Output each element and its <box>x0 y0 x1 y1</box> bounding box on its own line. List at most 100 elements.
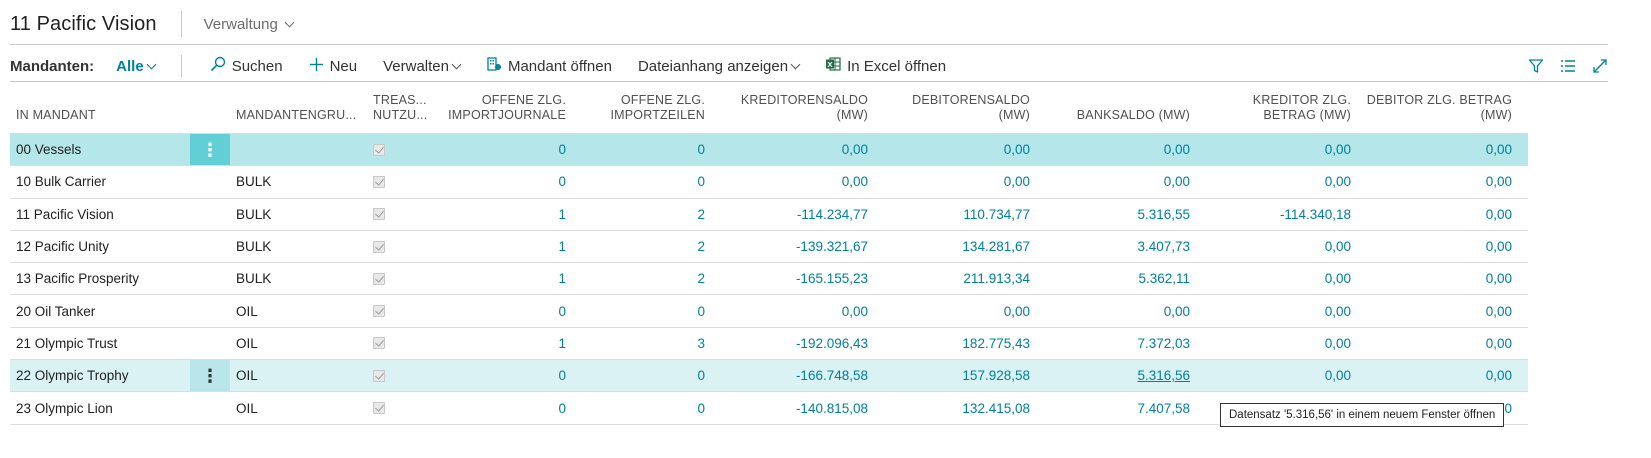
col-header-vendor-payment[interactable]: KREDITOR ZLG. BETRAG (MW) <box>1252 93 1351 122</box>
verwaltung-menu[interactable]: Verwaltung <box>204 16 295 33</box>
vendor-payment-cell[interactable]: 0,00 <box>1324 239 1351 255</box>
table-row[interactable]: 11 Pacific Vision BULK 1 2 -114.234,77 110.73… <box>10 199 1528 231</box>
open-lines-cell[interactable]: 0 <box>697 368 705 384</box>
col-header-customer-payment[interactable]: DEBITOR ZLG. BETRAG (MW) <box>1366 93 1512 122</box>
view-filter-dropdown[interactable]: Alle <box>116 58 157 75</box>
customer-balance-cell[interactable]: 110.734,77 <box>963 206 1030 222</box>
customer-payment-cell[interactable]: 0,00 <box>1485 271 1512 287</box>
manage-menu[interactable]: Verwalten <box>383 58 462 75</box>
filter-icon[interactable] <box>1528 58 1544 74</box>
open-journals-cell[interactable]: 1 <box>558 206 566 222</box>
vendor-payment-cell[interactable]: -114.340,18 <box>1279 206 1351 222</box>
open-in-excel-button[interactable]: X In Excel öffnen <box>825 56 946 76</box>
company-name-cell[interactable]: 00 Vessels <box>16 142 82 158</box>
new-button[interactable]: Neu <box>309 57 357 76</box>
open-journals-cell[interactable]: 1 <box>558 335 566 351</box>
open-journals-cell[interactable]: 0 <box>558 400 566 416</box>
company-name-cell[interactable]: 12 Pacific Unity <box>16 239 110 255</box>
vendor-balance-cell[interactable]: -166.748,58 <box>795 368 868 384</box>
bank-balance-cell[interactable]: 0,00 <box>1163 174 1190 190</box>
col-header-vendor-balance[interactable]: KREDITORENSALDO (MW) <box>740 93 868 122</box>
open-lines-cell[interactable]: 2 <box>697 206 705 222</box>
table-row[interactable]: 21 Olympic Trust OIL 1 3 -192.096,43 182.775,… <box>10 328 1528 361</box>
bank-balance-cell[interactable]: 5.316,56 <box>1137 368 1190 384</box>
company-name-cell[interactable]: 21 Olympic Trust <box>16 335 118 351</box>
customer-balance-cell[interactable]: 132.415,08 <box>962 400 1030 416</box>
vendor-payment-cell[interactable]: 0,00 <box>1324 368 1351 384</box>
open-journals-cell[interactable]: 1 <box>558 271 566 287</box>
col-header-group[interactable]: MANDANTENGRU... <box>236 108 357 122</box>
customer-balance-cell[interactable]: 211.913,34 <box>963 271 1030 287</box>
open-journals-cell[interactable]: 1 <box>558 239 566 255</box>
open-lines-cell[interactable]: 3 <box>697 335 705 351</box>
vendor-balance-cell[interactable]: -192.096,43 <box>795 335 868 351</box>
vendor-balance-cell[interactable]: -140.815,08 <box>795 400 868 416</box>
customer-payment-cell[interactable]: 0,00 <box>1485 174 1512 190</box>
search-button[interactable]: Suchen <box>210 56 283 76</box>
attachment-menu[interactable]: Dateianhang anzeigen <box>638 58 801 75</box>
bank-balance-cell[interactable]: 0,00 <box>1163 303 1190 319</box>
col-header-customer-balance[interactable]: DEBITORENSALDO (MW) <box>912 93 1030 122</box>
open-lines-cell[interactable]: 0 <box>697 400 705 416</box>
customer-payment-cell[interactable]: 0,00 <box>1485 206 1512 222</box>
bank-balance-cell[interactable]: 7.372,03 <box>1137 335 1190 351</box>
open-journals-cell[interactable]: 0 <box>558 303 566 319</box>
vendor-balance-cell[interactable]: 0,00 <box>841 174 868 190</box>
customer-balance-cell[interactable]: 157.928,58 <box>962 368 1030 384</box>
open-journals-cell[interactable]: 0 <box>558 174 566 190</box>
col-header-treasury[interactable]: TREAS... NUTZU... <box>373 93 428 122</box>
open-lines-cell[interactable]: 0 <box>697 174 705 190</box>
vendor-payment-cell[interactable]: 0,00 <box>1324 335 1351 351</box>
customer-payment-cell[interactable]: 0,00 <box>1485 368 1512 384</box>
bank-balance-cell[interactable]: 5.362,11 <box>1138 271 1190 287</box>
open-journals-cell[interactable]: 0 <box>558 142 566 158</box>
company-name-cell[interactable]: 10 Bulk Carrier <box>16 174 107 190</box>
open-lines-cell[interactable]: 2 <box>697 271 705 287</box>
open-lines-cell[interactable]: 2 <box>697 239 705 255</box>
vendor-balance-cell[interactable]: 0,00 <box>841 142 868 158</box>
company-name-cell[interactable]: 22 Olympic Trophy <box>16 368 129 384</box>
row-actions-cell[interactable]: ⋮ <box>190 134 230 166</box>
vendor-balance-cell[interactable]: -114.234,77 <box>796 206 868 222</box>
bank-balance-cell[interactable]: 5.316,55 <box>1137 206 1190 222</box>
col-header-company[interactable]: IN MANDANT <box>16 108 96 122</box>
customer-payment-cell[interactable]: 0,00 <box>1485 335 1512 351</box>
vendor-balance-cell[interactable]: -139.321,67 <box>795 239 868 255</box>
expand-icon[interactable] <box>1592 58 1608 74</box>
customer-payment-cell[interactable]: 0,00 <box>1485 303 1512 319</box>
vendor-payment-cell[interactable]: 0,00 <box>1324 174 1351 190</box>
customer-payment-cell[interactable]: 0,00 <box>1485 142 1512 158</box>
company-name-cell[interactable]: 13 Pacific Prosperity <box>16 271 140 287</box>
bank-balance-cell[interactable]: 3.407,73 <box>1137 239 1190 255</box>
open-company-button[interactable]: Mandant öffnen <box>486 56 612 76</box>
table-row[interactable]: 13 Pacific Prosperity BULK 1 2 -165.155,23 21… <box>10 263 1528 296</box>
table-row[interactable]: 00 Vessels ⋮ 0 0 0,00 0,00 0,00 0,00 0,00 <box>10 134 1528 167</box>
vendor-payment-cell[interactable]: 0,00 <box>1324 142 1351 158</box>
customer-balance-cell[interactable]: 182.775,43 <box>962 335 1030 351</box>
vendor-balance-cell[interactable]: 0,00 <box>841 303 868 319</box>
row-actions-cell[interactable]: ⋮ <box>190 360 230 392</box>
table-row[interactable]: 10 Bulk Carrier BULK 0 0 0,00 0,00 0,00 0,00 0,0… <box>10 166 1528 199</box>
vendor-payment-cell[interactable]: 0,00 <box>1324 303 1351 319</box>
company-name-cell[interactable]: 11 Pacific Vision <box>16 206 114 222</box>
col-header-bank-balance[interactable]: BANKSALDO (MW) <box>1076 108 1190 122</box>
open-lines-cell[interactable]: 0 <box>697 303 705 319</box>
bank-balance-cell[interactable]: 7.407,58 <box>1137 400 1190 416</box>
open-journals-cell[interactable]: 0 <box>558 368 566 384</box>
table-row[interactable]: 22 Olympic Trophy ⋮ OIL 0 0 -166.748,58 157.92… <box>10 360 1528 393</box>
company-name-cell[interactable]: 23 Olympic Lion <box>16 400 113 416</box>
customer-balance-cell[interactable]: 134.281,67 <box>962 239 1030 255</box>
table-row[interactable]: 23 Olympic Lion OIL 0 0 -140.815,08 132.415,0… <box>10 392 1528 425</box>
company-name-cell[interactable]: 20 Oil Tanker <box>16 303 96 319</box>
open-lines-cell[interactable]: 0 <box>697 142 705 158</box>
table-row[interactable]: 20 Oil Tanker OIL 0 0 0,00 0,00 0,00 0,00 0,00 <box>10 295 1528 328</box>
table-row[interactable]: 12 Pacific Unity BULK 1 2 -139.321,67 134.281… <box>10 231 1528 264</box>
col-header-open-journals[interactable]: OFFENE ZLG. IMPORTJOURNALE <box>448 93 566 122</box>
col-header-open-lines[interactable]: OFFENE ZLG. IMPORTZEILEN <box>610 93 705 122</box>
bank-balance-cell[interactable]: 0,00 <box>1163 142 1190 158</box>
customer-payment-cell[interactable]: 0,00 <box>1485 239 1512 255</box>
more-options-icon[interactable]: ⋮ <box>190 360 230 392</box>
vendor-balance-cell[interactable]: -165.155,23 <box>795 271 868 287</box>
list-view-icon[interactable] <box>1560 58 1576 74</box>
more-options-icon[interactable]: ⋮ <box>190 134 230 166</box>
